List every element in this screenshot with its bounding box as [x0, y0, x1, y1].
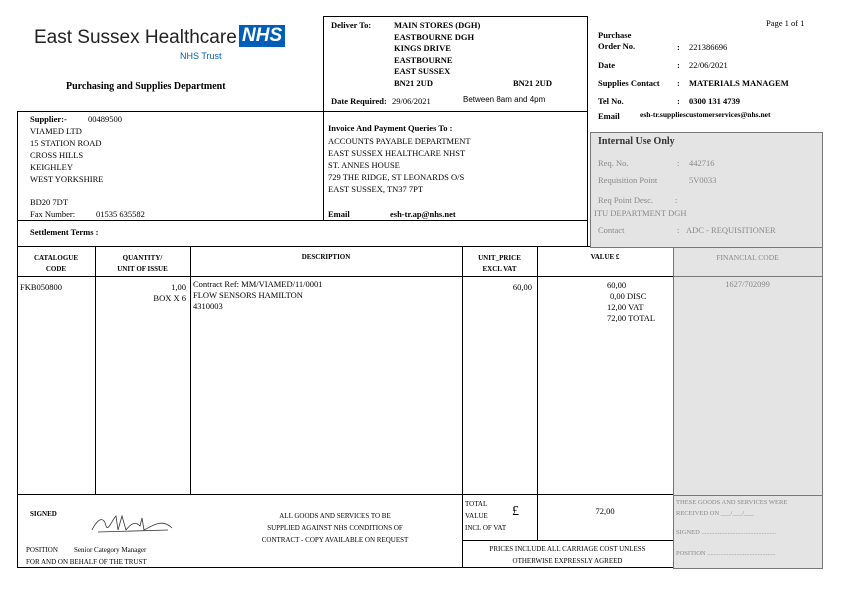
- total-value: 72,00: [595, 506, 615, 516]
- colon: :: [677, 60, 680, 70]
- received-position: POSITION ...............................…: [676, 550, 776, 557]
- deliver-to-label: Deliver To:: [331, 20, 372, 30]
- internal-contact: ADC - REQUISITIONER: [686, 225, 776, 235]
- received-note: THESE GOODS AND SERVICES WERE RECEIVED ON…: [676, 499, 788, 517]
- colon: :: [677, 158, 680, 168]
- header-description: DESCRIPTION: [301, 253, 351, 261]
- signature: [91, 514, 173, 533]
- signed-label: SIGNED: [30, 510, 57, 518]
- tel-label: Tel No.: [598, 96, 624, 106]
- quantity: 1,00 BOX X 6: [153, 282, 186, 303]
- order-email: esh-tr.suppliescustomerservices@nhs.net: [640, 110, 771, 119]
- colon: :: [677, 96, 680, 106]
- po-number: 221386696: [689, 42, 728, 52]
- colon: :: [677, 78, 680, 88]
- tel-number: 0300 131 4739: [689, 96, 740, 106]
- internal-title: Internal Use Only: [598, 136, 675, 147]
- colon: :: [675, 195, 678, 205]
- total-label: TOTAL VALUE INCL OF VAT: [465, 500, 507, 532]
- fax-label: Fax Number:: [30, 209, 76, 219]
- point-label: Requisition Point: [598, 175, 658, 185]
- carriage-note: PRICES INCLUDE ALL CARRIAGE COST UNLESS O…: [489, 545, 646, 565]
- behalf: FOR AND ON BEHALF OF THE TRUST: [26, 558, 147, 566]
- position: Senior Category Manager: [74, 546, 147, 554]
- email-label: Email: [598, 111, 620, 121]
- fax-number: 01535 635582: [96, 209, 145, 219]
- req-point-desc: ITU DEPARTMENT DGH: [594, 208, 687, 218]
- conditions: ALL GOODS AND SERVICES TO BE SUPPLIED AGA…: [261, 512, 409, 544]
- supplier-label: Supplier:-: [30, 114, 67, 124]
- delivery-address: MAIN STORES (DGH) EASTBOURNE DGH KINGS DRI…: [394, 20, 481, 88]
- supplier-postcode: BD20 7DT: [30, 197, 69, 207]
- date-required-label: Date Required:: [331, 96, 387, 106]
- description: Contract Ref: MM/VIAMED/11/0001 FLOW SENS…: [193, 279, 323, 311]
- delivery-time: Between 8am and 4pm: [463, 95, 546, 104]
- currency: £: [512, 504, 519, 519]
- org-name: East Sussex Healthcare: [34, 27, 237, 48]
- catalogue-code: FKB050800: [20, 282, 63, 292]
- header-quantity: QUANTITY/UNIT OF ISSUE: [117, 254, 168, 273]
- received-signed: SIGNED .................................…: [676, 529, 777, 536]
- contact-label: Supplies Contact: [598, 78, 660, 88]
- value-breakdown: 60,00 0,00 DISC 12,00 VAT 72,00 TOTAL: [607, 280, 656, 323]
- date-required: 29/06/2021: [392, 96, 431, 106]
- date-label: Date: [598, 60, 615, 70]
- nhs-logo: NHS: [239, 25, 286, 47]
- internal-use-panel: [590, 132, 823, 248]
- settlement-terms: Settlement Terms :: [30, 227, 99, 237]
- financial-code: 1627/702099: [725, 279, 770, 289]
- position-label: POSITION: [26, 546, 58, 554]
- page-number: Page 1 of 1: [766, 18, 805, 28]
- supplier-code: 00489500: [88, 114, 122, 124]
- po-label: Purchase Order No.: [598, 30, 636, 51]
- header-catalogue: CATALOGUE CODE: [33, 254, 79, 273]
- supplies-contact: MATERIALS MANAGEM: [689, 78, 789, 88]
- unit-price: 60,00: [512, 282, 532, 292]
- trust-name: NHS Trust: [180, 51, 222, 61]
- invoice-address: ACCOUNTS PAYABLE DEPARTMENT EAST SUSSEX H…: [328, 136, 471, 194]
- req-number: 442716: [689, 158, 715, 168]
- invoice-email: esh-tr.ap@nhs.net: [390, 209, 456, 219]
- req-point: 5V0033: [689, 175, 717, 185]
- contact-label: Contact: [598, 225, 625, 235]
- colon: :: [677, 225, 680, 235]
- header-financial-code: FINANCIAL CODE: [716, 253, 779, 262]
- order-date: 22/06/2021: [689, 60, 728, 70]
- desc-label: Req Point Desc.: [598, 195, 654, 205]
- invoice-label: Invoice And Payment Queries To :: [328, 123, 453, 133]
- supplier-address: VIAMED LTD 15 STATION ROAD CROSS HILLS KEIG…: [30, 126, 104, 184]
- delivery-postcode: BN21 2UD: [513, 78, 552, 88]
- header-value: VALUE £: [590, 253, 620, 261]
- req-label: Req. No.: [598, 158, 629, 168]
- department: Purchasing and Supplies Department: [66, 81, 226, 92]
- colon: :: [677, 42, 680, 52]
- financial-panel: [673, 247, 823, 569]
- invoice-email-label: Email: [328, 209, 350, 219]
- header-unit-price: UNIT_PRICE EXCL VAT: [478, 254, 521, 273]
